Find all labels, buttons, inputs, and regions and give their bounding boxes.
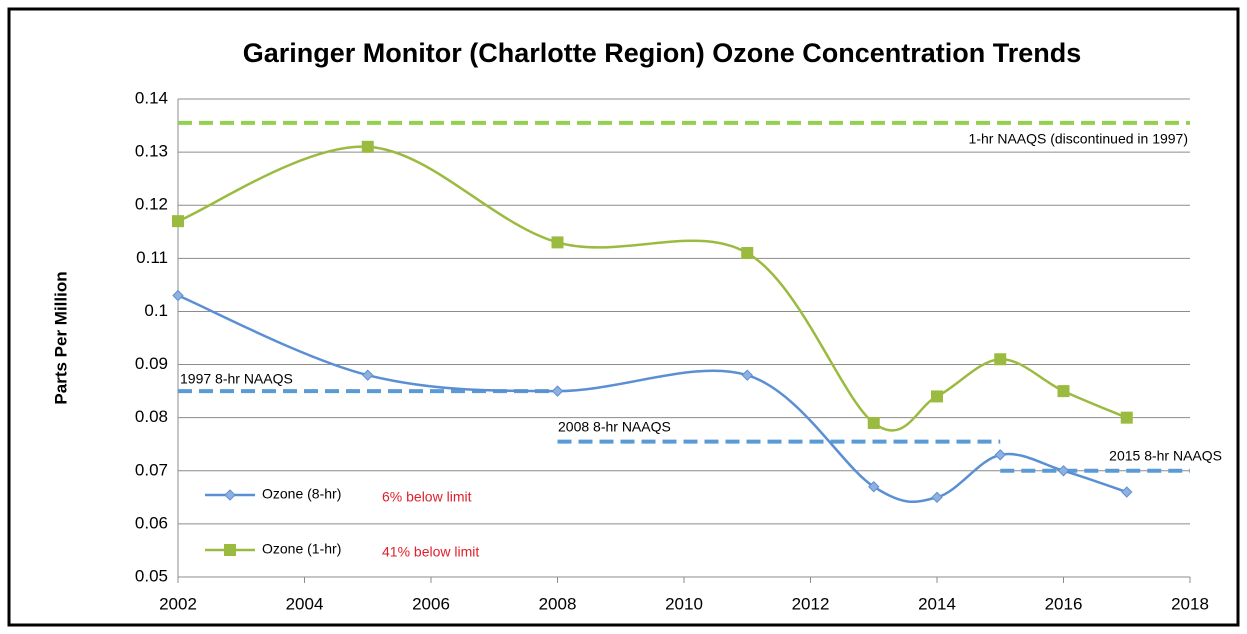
legend-label: Ozone (1-hr) <box>262 541 341 557</box>
x-tick-label: 2008 <box>539 594 577 613</box>
point <box>1057 465 1070 477</box>
x-tick-label: 2018 <box>1171 594 1209 613</box>
point <box>1057 385 1070 398</box>
legend-label: Ozone (8-hr) <box>262 486 341 502</box>
y-tick-label: 0.13 <box>135 142 168 161</box>
y-tick-label: 0.07 <box>135 460 168 479</box>
point <box>994 449 1006 461</box>
series-line <box>177 145 1128 432</box>
reference-label: 2008 8-hr NAAQS <box>558 419 671 435</box>
y-tick-label: 0.08 <box>135 407 168 426</box>
point <box>172 289 184 302</box>
chart-title: Garinger Monitor (Charlotte Region) Ozon… <box>243 38 1082 68</box>
reference-label: 1-hr NAAQS (discontinued in 1997) <box>969 131 1188 147</box>
frame <box>7 7 1240 627</box>
point <box>224 489 236 501</box>
point <box>172 215 184 228</box>
x-tick-label: 2004 <box>286 594 324 613</box>
y-tick-label: 0.11 <box>136 248 168 267</box>
point <box>931 390 943 403</box>
x-tick-label: 2010 <box>665 594 703 613</box>
x-tick-label: 2002 <box>159 594 197 613</box>
point <box>741 369 753 381</box>
point <box>1121 486 1133 498</box>
reference-label: 1997 8-hr NAAQS <box>180 371 293 387</box>
y-axis-label: Parts Per Million <box>51 271 70 404</box>
annotation: 6% below limit <box>382 489 472 505</box>
point <box>224 544 236 556</box>
x-tick-label: 2014 <box>918 594 956 613</box>
x-tick-label: 2012 <box>792 594 830 613</box>
point <box>551 385 564 397</box>
annotation: 41% below limit <box>382 544 479 560</box>
point <box>994 353 1007 366</box>
series-line <box>177 294 1128 504</box>
y-tick-label: 0.06 <box>135 513 168 532</box>
point <box>868 481 880 493</box>
point <box>741 247 754 260</box>
point <box>551 236 564 249</box>
point <box>867 416 880 429</box>
point <box>361 140 374 153</box>
x-tick-label: 2016 <box>1045 594 1083 613</box>
x-tick-label: 2006 <box>412 594 450 613</box>
y-tick-label: 0.05 <box>135 566 168 585</box>
y-tick-label: 0.1 <box>144 301 168 320</box>
y-tick-label: 0.12 <box>135 195 168 214</box>
point <box>931 491 943 504</box>
point <box>1120 411 1133 424</box>
reference-label: 2015 8-hr NAAQS <box>1109 448 1222 464</box>
point <box>362 369 374 381</box>
y-tick-label: 0.09 <box>135 354 168 373</box>
y-tick-label: 0.14 <box>135 88 168 107</box>
